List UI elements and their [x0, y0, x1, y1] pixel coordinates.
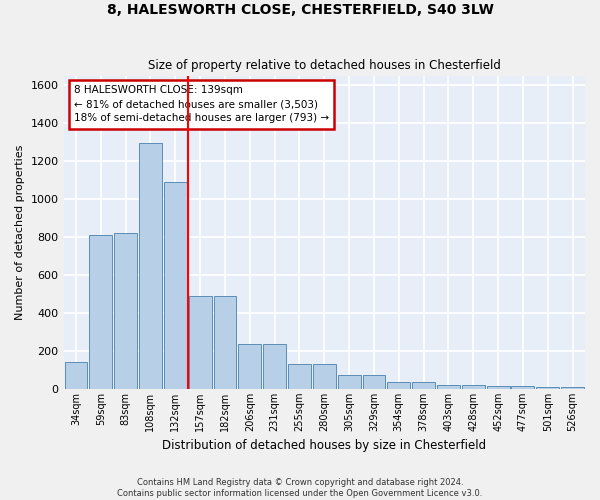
Bar	[388, 382, 410, 389]
Bar	[511, 386, 535, 389]
Bar	[362, 375, 385, 389]
Text: Contains HM Land Registry data © Crown copyright and database right 2024.
Contai: Contains HM Land Registry data © Crown c…	[118, 478, 482, 498]
Bar	[437, 384, 460, 389]
Bar	[412, 382, 435, 389]
Bar	[288, 364, 311, 389]
Bar	[65, 362, 88, 389]
Bar	[188, 296, 212, 389]
Text: 8 HALESWORTH CLOSE: 139sqm
← 81% of detached houses are smaller (3,503)
18% of s: 8 HALESWORTH CLOSE: 139sqm ← 81% of deta…	[74, 86, 329, 124]
Bar	[89, 236, 112, 389]
Bar	[561, 388, 584, 389]
Bar	[487, 386, 509, 389]
Bar	[214, 296, 236, 389]
Bar	[164, 182, 187, 389]
Bar	[238, 344, 261, 389]
Y-axis label: Number of detached properties: Number of detached properties	[15, 144, 25, 320]
Bar	[462, 384, 485, 389]
Text: 8, HALESWORTH CLOSE, CHESTERFIELD, S40 3LW: 8, HALESWORTH CLOSE, CHESTERFIELD, S40 3…	[107, 2, 493, 16]
Bar	[536, 388, 559, 389]
Bar	[114, 234, 137, 389]
Bar	[338, 375, 361, 389]
Bar	[313, 364, 335, 389]
X-axis label: Distribution of detached houses by size in Chesterfield: Distribution of detached houses by size …	[162, 440, 487, 452]
Bar	[263, 344, 286, 389]
Title: Size of property relative to detached houses in Chesterfield: Size of property relative to detached ho…	[148, 59, 501, 72]
Bar	[139, 144, 162, 389]
